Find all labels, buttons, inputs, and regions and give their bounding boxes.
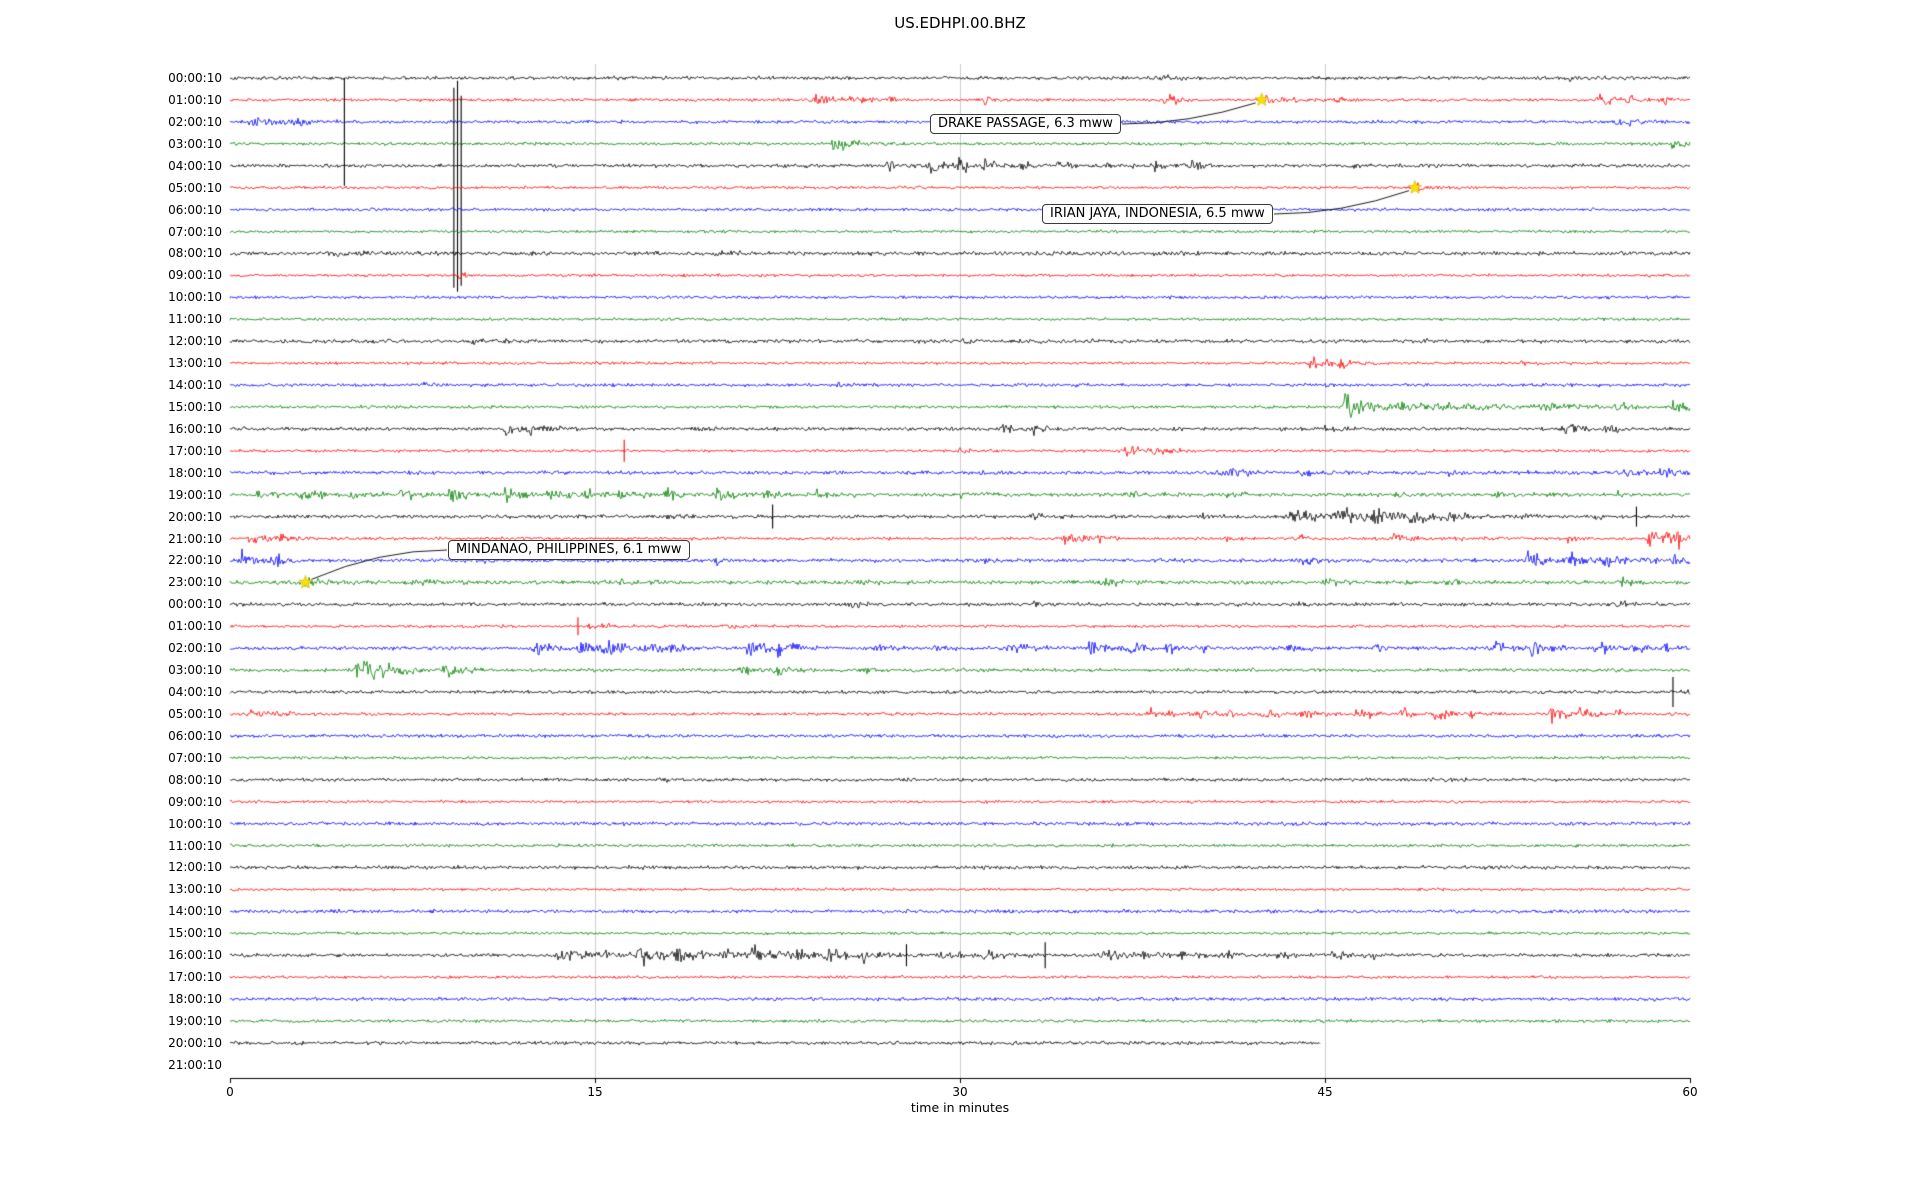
y-tick-label: 08:00:10 xyxy=(168,246,222,261)
y-tick-label: 21:00:10 xyxy=(168,1057,222,1072)
y-tick-label: 04:00:10 xyxy=(168,685,222,700)
y-tick-label: 11:00:10 xyxy=(168,312,222,327)
annotation-mindanao: MINDANAO, PHILIPPINES, 6.1 mww xyxy=(448,540,690,560)
y-tick-label: 03:00:10 xyxy=(168,136,222,151)
y-tick-label: 06:00:10 xyxy=(168,728,222,743)
y-tick-label: 12:00:10 xyxy=(168,334,222,349)
plot-title: US.EDHPI.00.BHZ xyxy=(894,14,1026,32)
annotation-irian-jaya: IRIAN JAYA, INDONESIA, 6.5 mww xyxy=(1042,204,1273,224)
y-tick-label: 20:00:10 xyxy=(168,1035,222,1050)
x-tick-label: 30 xyxy=(952,1085,968,1099)
y-tick-label: 09:00:10 xyxy=(168,794,222,809)
y-tick-label: 03:00:10 xyxy=(168,663,222,678)
y-tick-label: 14:00:10 xyxy=(168,904,222,919)
y-tick-label: 15:00:10 xyxy=(168,399,222,414)
y-tick-label: 00:00:10 xyxy=(168,71,222,85)
y-tick-label: 19:00:10 xyxy=(168,487,222,502)
y-tick-label: 18:00:10 xyxy=(168,465,222,480)
y-tick-label: 00:00:10 xyxy=(168,597,222,612)
x-tick-label: 45 xyxy=(1317,1085,1333,1099)
x-tick-label: 0 xyxy=(226,1085,234,1099)
x-tick-label: 60 xyxy=(1682,1085,1698,1099)
y-tick-label: 16:00:10 xyxy=(168,948,222,963)
y-tick-label: 07:00:10 xyxy=(168,224,222,239)
y-tick-label: 19:00:10 xyxy=(168,1013,222,1028)
y-tick-label: 08:00:10 xyxy=(168,772,222,787)
y-tick-label: 22:00:10 xyxy=(168,553,222,568)
y-tick-label: 13:00:10 xyxy=(168,356,222,371)
y-tick-label: 04:00:10 xyxy=(168,158,222,173)
y-tick-label: 09:00:10 xyxy=(168,268,222,283)
y-tick-label: 05:00:10 xyxy=(168,706,222,721)
y-tick-label: 02:00:10 xyxy=(168,114,222,129)
y-tick-label: 06:00:10 xyxy=(168,202,222,217)
y-tick-label: 18:00:10 xyxy=(168,992,222,1007)
y-tick-label: 17:00:10 xyxy=(168,443,222,458)
annotation-drake-passage: DRAKE PASSAGE, 6.3 mww xyxy=(930,114,1121,134)
y-tick-label: 10:00:10 xyxy=(168,816,222,831)
y-tick-label: 16:00:10 xyxy=(168,421,222,436)
x-axis-label: time in minutes xyxy=(910,1100,1010,1115)
y-tick-label: 10:00:10 xyxy=(168,290,222,305)
y-tick-label: 12:00:10 xyxy=(168,860,222,875)
y-tick-label: 02:00:10 xyxy=(168,641,222,656)
y-tick-label: 23:00:10 xyxy=(168,575,222,590)
y-tick-label: 13:00:10 xyxy=(168,882,222,897)
y-tick-label: 05:00:10 xyxy=(168,180,222,195)
y-tick-label: 01:00:10 xyxy=(168,619,222,634)
x-tick-label: 15 xyxy=(587,1085,603,1099)
y-tick-label: 17:00:10 xyxy=(168,970,222,985)
y-tick-label: 21:00:10 xyxy=(168,531,222,546)
y-tick-label: 20:00:10 xyxy=(168,509,222,524)
y-tick-label: 15:00:10 xyxy=(168,926,222,941)
y-tick-label: 11:00:10 xyxy=(168,838,222,853)
y-tick-label: 01:00:10 xyxy=(168,92,222,107)
y-tick-label: 07:00:10 xyxy=(168,750,222,765)
y-tick-label: 14:00:10 xyxy=(168,378,222,393)
